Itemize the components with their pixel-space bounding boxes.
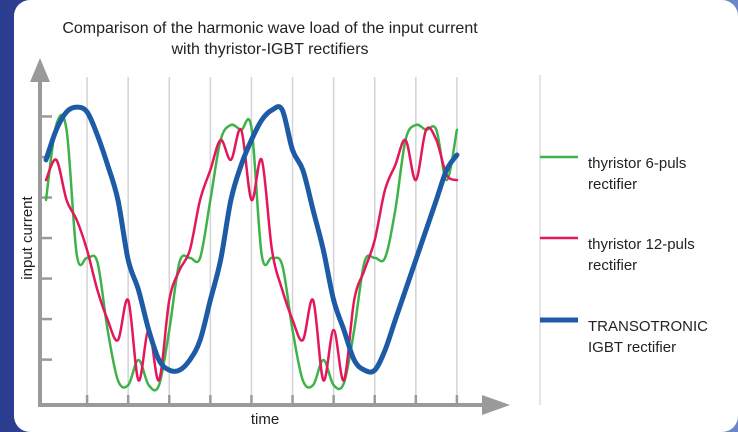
x-axis-label: time (251, 411, 279, 428)
x-axis-arrow (482, 395, 510, 415)
series-line (44, 126, 459, 382)
series-line (44, 113, 459, 392)
legend-label: thyristor 12-puls rectifier (588, 236, 695, 274)
series-line (43, 104, 460, 375)
panel (14, 0, 738, 432)
y-axis-label: input current (19, 195, 36, 279)
y-axis-arrow (30, 58, 50, 82)
chart-title: Comparison of the harmonic wave load of … (62, 20, 478, 58)
legend-label: TRANSOTRONIC IGBT rectifier (588, 318, 708, 356)
legend-label: thyristor 6-puls rectifier (588, 155, 687, 193)
